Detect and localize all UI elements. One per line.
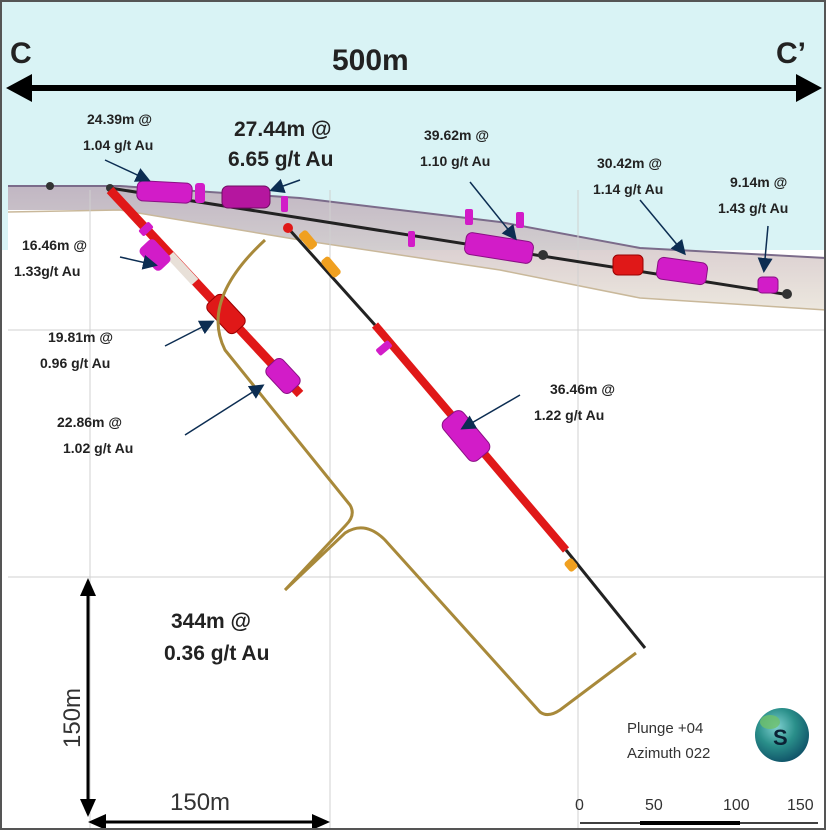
right-arrowhead — [796, 74, 822, 102]
intercept-4-grade: 1.14 g/t Au — [593, 181, 663, 197]
intercept-8-length: 22.86m @ — [57, 414, 122, 430]
intercept-7-grade: 0.96 g/t Au — [40, 355, 110, 371]
scale-tick-100: 100 — [723, 797, 750, 814]
plunge-label: Plunge +04 — [627, 720, 703, 737]
intercept-4-length: 30.42m @ — [597, 155, 662, 171]
intercept-6-grade: 1.33g/t Au — [14, 263, 80, 279]
orientation-compass-icon: S — [755, 708, 809, 762]
scale-tick-150: 150 — [787, 797, 814, 814]
scale-tick-50: 50 — [645, 797, 663, 814]
drill-hole-1 — [106, 186, 304, 398]
topography-band — [8, 186, 826, 310]
vertical-scale-label: 150m — [59, 688, 86, 748]
mineralised-envelope — [216, 238, 637, 717]
leader-arrows — [104, 159, 773, 436]
intercept-1-length: 24.39m @ — [87, 111, 152, 127]
envelope-grade: 0.36 g/t Au — [164, 642, 269, 665]
left-arrowhead — [6, 74, 32, 102]
intercept-7-length: 19.81m @ — [48, 329, 113, 345]
compass-letter: S — [773, 725, 788, 750]
intercept-labels: 24.39m @ 1.04 g/t Au 27.44m @ 6.65 g/t A… — [14, 111, 788, 665]
intercept-9-grade: 1.22 g/t Au — [534, 407, 604, 423]
grid — [8, 190, 824, 828]
surface-intercept-segments — [46, 180, 792, 299]
section-start-label: C — [10, 37, 32, 70]
intercept-5-grade: 1.43 g/t Au — [718, 200, 788, 216]
intercept-9-length: 36.46m @ — [550, 381, 615, 397]
intercept-2-length: 27.44m @ — [234, 118, 332, 141]
intercept-2-grade: 6.65 g/t Au — [228, 148, 333, 171]
scale-arrows: 150m 150m — [59, 578, 330, 830]
section-end-label: C’ — [776, 37, 806, 70]
intercept-3-grade: 1.10 g/t Au — [420, 153, 490, 169]
intercept-1-grade: 1.04 g/t Au — [83, 137, 153, 153]
intercept-3-length: 39.62m @ — [424, 127, 489, 143]
intercept-5-length: 9.14m @ — [730, 174, 787, 190]
scale-bar: 0 50 100 150 — [575, 797, 818, 825]
azimuth-label: Azimuth 022 — [627, 745, 710, 762]
section-width-label: 500m — [332, 44, 409, 77]
drill-hole-2-upper — [286, 226, 377, 327]
intercept-8-grade: 1.02 g/t Au — [63, 440, 133, 456]
horizontal-scale-label: 150m — [170, 789, 230, 816]
drill-hole-1-intercepts — [138, 222, 301, 394]
scale-tick-0: 0 — [575, 797, 584, 814]
envelope-length: 344m @ — [171, 610, 251, 633]
intercept-6-length: 16.46m @ — [22, 237, 87, 253]
